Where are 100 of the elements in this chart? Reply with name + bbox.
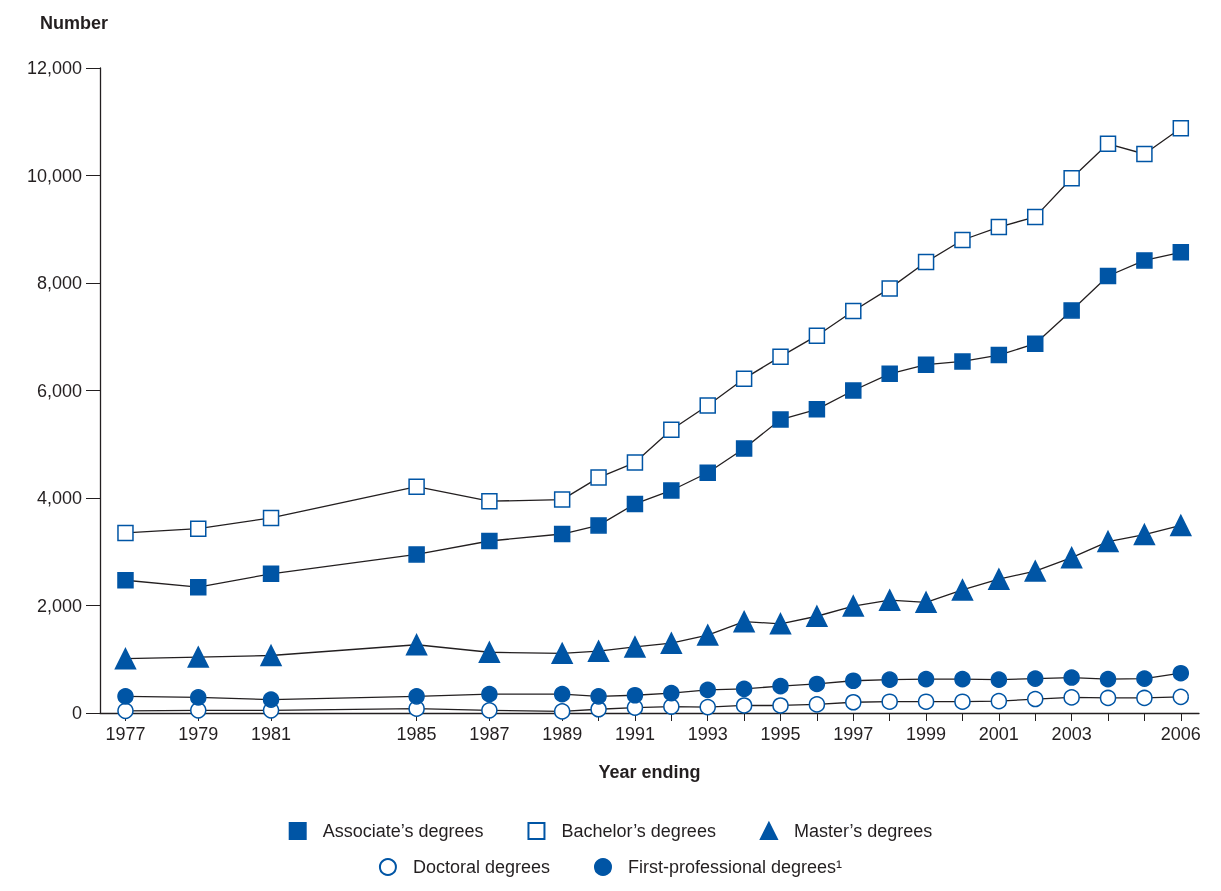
point bbox=[1024, 560, 1046, 582]
point bbox=[699, 464, 716, 481]
point bbox=[1170, 514, 1192, 537]
point bbox=[772, 411, 789, 428]
point bbox=[117, 688, 134, 705]
point bbox=[772, 348, 789, 365]
point bbox=[1136, 252, 1153, 269]
point bbox=[881, 671, 898, 688]
point bbox=[1026, 335, 1044, 352]
legend-label: Doctoral degrees bbox=[412, 857, 550, 877]
point bbox=[1099, 135, 1117, 153]
point bbox=[769, 613, 792, 635]
point bbox=[1026, 208, 1044, 226]
point bbox=[1099, 689, 1117, 707]
point bbox=[262, 565, 280, 583]
point bbox=[551, 642, 573, 665]
point bbox=[590, 517, 607, 534]
point bbox=[842, 595, 865, 617]
y-tick-label: 6,000 bbox=[36, 380, 82, 401]
legend-label: First-professional degrees¹ bbox=[628, 857, 843, 877]
x-tick-label: 1977 bbox=[105, 724, 146, 744]
x-tick-label: 1997 bbox=[833, 724, 874, 744]
x-tick-label: 2003 bbox=[1051, 724, 1092, 744]
point bbox=[1136, 145, 1153, 163]
point bbox=[117, 571, 134, 589]
point bbox=[917, 670, 935, 688]
point bbox=[988, 568, 1010, 590]
point bbox=[917, 356, 935, 373]
point bbox=[735, 440, 753, 457]
x-tick-label: 1999 bbox=[906, 724, 947, 744]
y-tick-label: 2,000 bbox=[36, 595, 82, 616]
point bbox=[1172, 688, 1190, 706]
point bbox=[808, 696, 826, 713]
point bbox=[735, 370, 753, 387]
point bbox=[808, 401, 826, 418]
point bbox=[951, 579, 974, 601]
point bbox=[990, 346, 1008, 364]
point bbox=[733, 610, 755, 633]
point bbox=[990, 671, 1008, 688]
point bbox=[1099, 267, 1117, 285]
point bbox=[1063, 169, 1080, 187]
point bbox=[696, 624, 719, 646]
point bbox=[663, 482, 680, 499]
point bbox=[1172, 664, 1190, 682]
point bbox=[590, 469, 607, 486]
point bbox=[1027, 670, 1044, 687]
point bbox=[260, 644, 282, 667]
point bbox=[481, 685, 498, 703]
point bbox=[262, 691, 280, 708]
x-tick-label: 1979 bbox=[178, 724, 219, 744]
point bbox=[735, 680, 753, 698]
point bbox=[772, 697, 789, 714]
point bbox=[587, 640, 610, 662]
y-tick-label: 10,000 bbox=[26, 165, 82, 186]
point bbox=[408, 688, 425, 705]
point bbox=[1027, 690, 1044, 708]
point bbox=[481, 532, 498, 550]
point bbox=[990, 692, 1008, 710]
point bbox=[663, 684, 680, 702]
point bbox=[114, 647, 137, 670]
point bbox=[553, 525, 571, 543]
x-tick-label: 2001 bbox=[978, 724, 1019, 744]
point bbox=[1133, 523, 1156, 546]
point bbox=[808, 675, 826, 693]
point bbox=[772, 677, 789, 695]
point bbox=[808, 327, 826, 344]
point bbox=[660, 632, 683, 654]
point bbox=[806, 605, 828, 627]
point bbox=[845, 302, 862, 320]
point bbox=[915, 591, 937, 614]
x-axis-title: Year ending bbox=[598, 762, 701, 782]
x-tick-label: 1989 bbox=[542, 724, 583, 744]
point bbox=[845, 672, 862, 689]
x-tick-label: 1991 bbox=[614, 724, 655, 744]
legend-label: Associate’s degrees bbox=[322, 821, 484, 841]
point bbox=[626, 495, 644, 513]
x-tick-label: 2006 bbox=[1160, 724, 1201, 744]
legend-label: Master’s degrees bbox=[793, 821, 933, 841]
x-tick-label: 1987 bbox=[469, 724, 510, 744]
point bbox=[553, 491, 571, 508]
point bbox=[917, 693, 935, 710]
point bbox=[845, 382, 862, 399]
point bbox=[954, 693, 971, 710]
point bbox=[954, 670, 971, 688]
point bbox=[1063, 302, 1080, 319]
point bbox=[626, 454, 644, 471]
point bbox=[117, 702, 134, 720]
point bbox=[917, 253, 935, 271]
y-tick-label: 12,000 bbox=[26, 58, 82, 78]
point bbox=[262, 509, 280, 527]
point bbox=[1060, 546, 1083, 569]
point bbox=[190, 578, 207, 596]
point bbox=[190, 520, 207, 537]
x-tick-label: 1981 bbox=[251, 724, 292, 744]
y-axis-title: Number bbox=[39, 13, 108, 33]
point bbox=[408, 478, 425, 495]
point bbox=[1097, 530, 1119, 553]
y-tick-label: 4,000 bbox=[36, 488, 82, 508]
point bbox=[1063, 669, 1080, 686]
point bbox=[117, 524, 134, 542]
